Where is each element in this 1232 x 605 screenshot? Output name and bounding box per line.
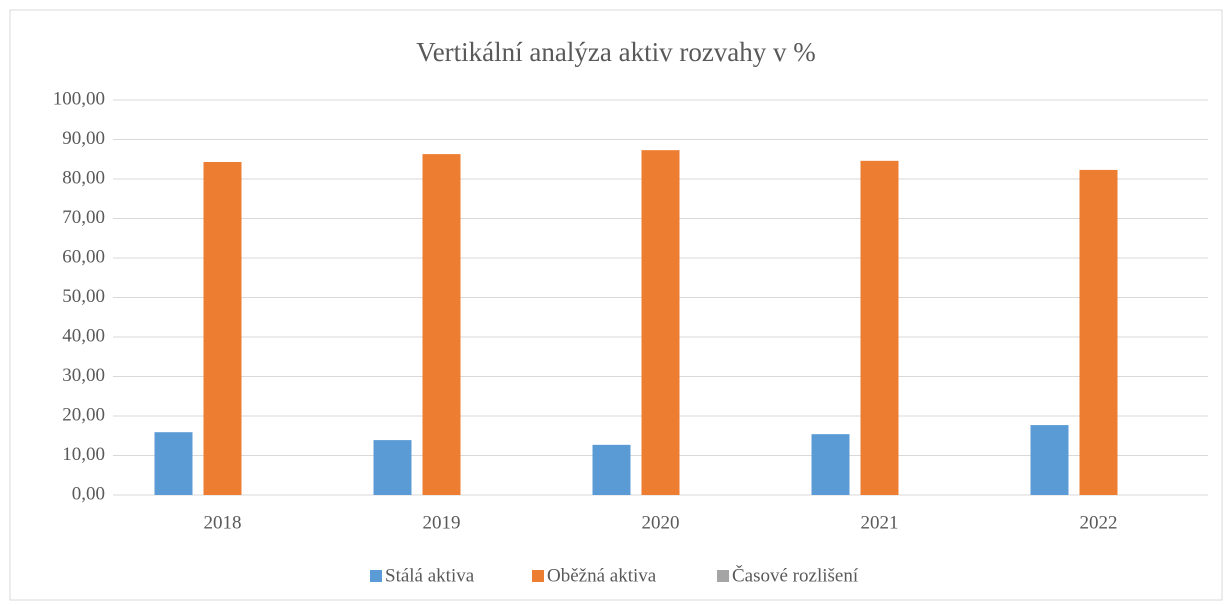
bar — [422, 154, 461, 496]
y-tick-label: 100,00 — [53, 88, 105, 109]
legend-label: Stálá aktiva — [385, 565, 475, 586]
bar — [860, 160, 899, 495]
chart-frame — [9, 9, 1223, 601]
legend-swatch — [532, 570, 544, 582]
bar — [811, 434, 850, 495]
y-tick-label: 90,00 — [62, 128, 105, 149]
x-tick-label: 2020 — [642, 512, 680, 533]
y-tick-label: 80,00 — [62, 167, 105, 188]
y-tick-label: 60,00 — [62, 246, 105, 267]
y-tick-label: 50,00 — [62, 286, 105, 307]
bar — [154, 432, 193, 495]
x-tick-label: 2018 — [204, 512, 242, 533]
y-tick-label: 70,00 — [62, 207, 105, 228]
legend-swatch — [717, 570, 729, 582]
bar — [641, 150, 680, 496]
legend-label: Časové rozlišení — [732, 564, 859, 586]
bar — [203, 162, 242, 495]
x-tick-label: 2021 — [861, 512, 899, 533]
bar — [592, 444, 631, 495]
bar — [1030, 425, 1069, 495]
bar — [1079, 169, 1118, 496]
legend-label: Oběžná aktiva — [547, 565, 657, 586]
y-tick-label: 10,00 — [62, 444, 105, 465]
y-tick-label: 30,00 — [62, 365, 105, 386]
y-tick-label: 0,00 — [72, 483, 105, 504]
chart-title: Vertikální analýza aktiv rozvahy v % — [416, 37, 816, 67]
y-tick-label: 40,00 — [62, 325, 105, 346]
legend-swatch — [370, 570, 382, 582]
x-tick-label: 2019 — [423, 512, 461, 533]
bar — [373, 440, 412, 495]
x-tick-label: 2022 — [1080, 512, 1118, 533]
y-tick-label: 20,00 — [62, 404, 105, 425]
